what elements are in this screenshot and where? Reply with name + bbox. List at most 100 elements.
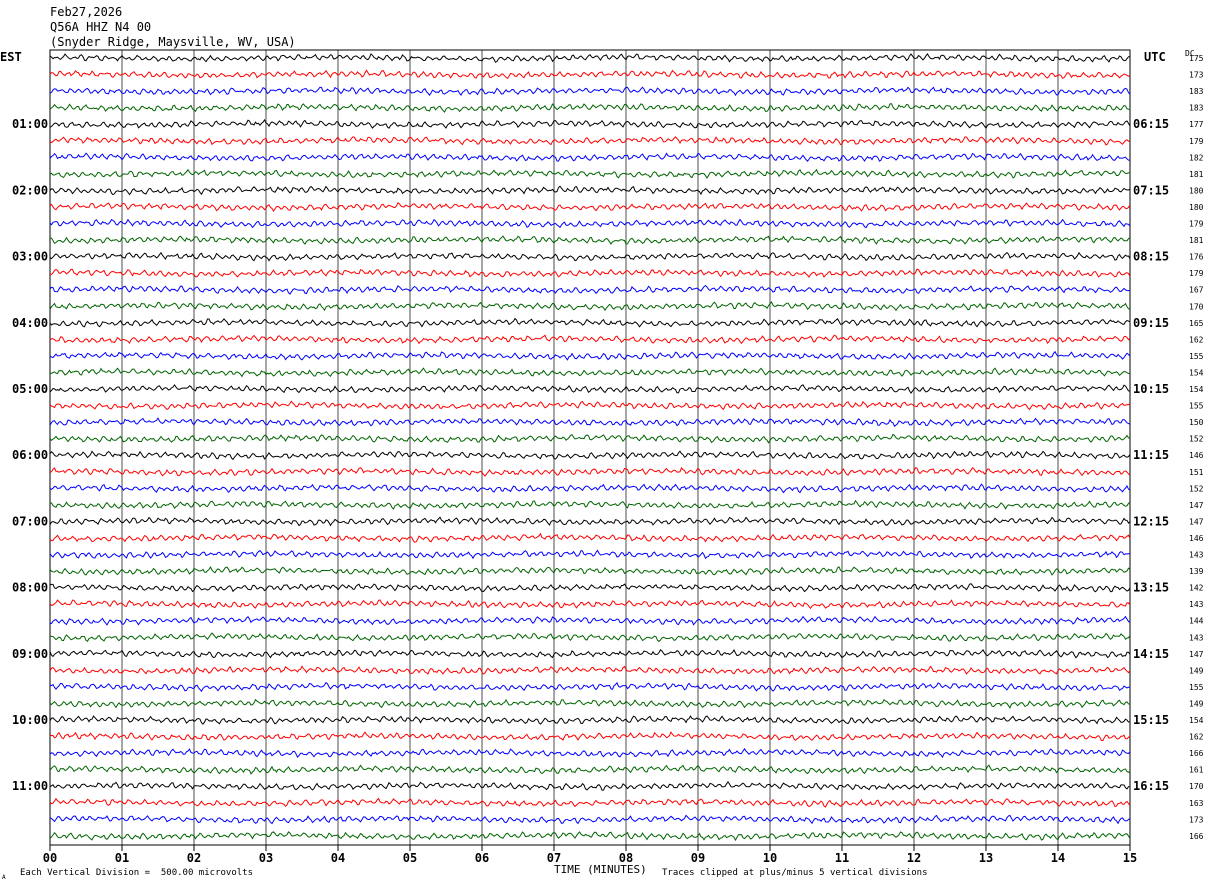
dc-offset-label: 180: [1189, 203, 1204, 212]
dc-offset-label: 149: [1189, 666, 1204, 675]
x-tick-label: 14: [1051, 851, 1065, 865]
seismic-trace: [49, 400, 1131, 411]
plot-frame: [49, 49, 1131, 846]
dc-offset-label: 182: [1189, 153, 1204, 162]
station-location: (Snyder Ridge, Maysville, WV, USA): [50, 35, 296, 49]
dc-offset-label: 154: [1189, 385, 1204, 394]
dc-offset-label: 166: [1189, 749, 1204, 758]
seismic-trace: [49, 698, 1131, 709]
seismic-trace: [49, 235, 1131, 245]
seismic-trace: [49, 615, 1131, 626]
x-tick-label: 13: [979, 851, 993, 865]
x-tick-label: 11: [835, 851, 849, 865]
seismic-trace: [49, 681, 1131, 693]
x-tick-label: 12: [907, 851, 921, 865]
est-hour-label: 01:00: [12, 117, 48, 131]
x-tick-label: 10: [763, 851, 777, 865]
seismic-trace: [49, 69, 1131, 80]
seismic-trace: [49, 781, 1131, 791]
dc-offset-label: 176: [1189, 253, 1204, 262]
seismic-trace: [49, 599, 1131, 610]
x-tick-label: 06: [475, 851, 489, 865]
dc-offset-label: 183: [1189, 104, 1204, 113]
seismic-trace: [49, 301, 1131, 312]
dc-offset-label: 147: [1189, 517, 1204, 526]
dc-offset-label: 147: [1189, 650, 1204, 659]
x-tick-label: 05: [403, 851, 417, 865]
seismic-trace: [49, 103, 1131, 113]
dc-offset-label: 163: [1189, 799, 1204, 808]
dc-offset-label: 166: [1189, 832, 1204, 841]
dc-offset-label: 146: [1189, 451, 1204, 460]
dc-offset-label: 151: [1189, 468, 1204, 477]
dc-offset-label: 150: [1189, 418, 1204, 427]
dc-offset-label: 179: [1189, 269, 1204, 278]
dc-offset-label: 170: [1189, 782, 1204, 791]
utc-hour-label: 12:15: [1133, 514, 1169, 528]
dc-offset-label: 147: [1189, 501, 1204, 510]
est-hour-label: 05:00: [12, 382, 48, 396]
dc-offset-label: 161: [1189, 766, 1204, 775]
dc-offset-label: 155: [1189, 402, 1204, 411]
utc-hour-label: 06:15: [1133, 117, 1169, 131]
seismic-trace: [49, 53, 1131, 63]
seismic-trace: [49, 715, 1131, 725]
utc-hour-label: 07:15: [1133, 183, 1169, 197]
utc-hour-label: 13:15: [1133, 581, 1169, 595]
dc-offset-label: 154: [1189, 368, 1204, 377]
seismic-trace: [49, 764, 1131, 775]
dc-offset-label: 179: [1189, 137, 1204, 146]
seismic-trace: [49, 136, 1131, 146]
dc-offset-label: 142: [1189, 584, 1204, 593]
seismic-trace: [49, 118, 1131, 130]
utc-axis-title: UTC: [1144, 50, 1166, 64]
seismic-trace: [49, 483, 1131, 494]
seismic-trace: [49, 417, 1131, 428]
corner-mark: A: [2, 874, 6, 881]
seismic-trace: [49, 433, 1131, 444]
est-axis-title: EST: [0, 50, 22, 64]
dc-offset-label: 165: [1189, 319, 1204, 328]
dc-offset-label: 180: [1189, 186, 1204, 195]
seismic-trace: [49, 632, 1131, 643]
utc-hour-label: 15:15: [1133, 713, 1169, 727]
seismic-trace: [49, 466, 1131, 477]
est-hour-label: 03:00: [12, 250, 48, 264]
dc-offset-label: 139: [1189, 567, 1204, 576]
seismic-trace: [49, 334, 1131, 345]
seismic-trace: [49, 797, 1131, 808]
seismic-trace: [49, 499, 1131, 510]
dc-offset-label: 143: [1189, 551, 1204, 560]
est-hour-label: 02:00: [12, 183, 48, 197]
seismic-trace: [49, 665, 1131, 675]
utc-hour-label: 08:15: [1133, 250, 1169, 264]
dc-offset-label: 143: [1189, 633, 1204, 642]
x-tick-label: 15: [1123, 851, 1137, 865]
seismic-trace: [49, 831, 1131, 842]
seismic-trace: [49, 747, 1131, 759]
seismic-trace: [49, 251, 1131, 262]
utc-hour-label: 11:15: [1133, 448, 1169, 462]
est-hour-label: 08:00: [12, 581, 48, 595]
seismic-trace: [49, 152, 1131, 162]
dc-offset-label: 162: [1189, 733, 1204, 742]
dc-offset-label: 152: [1189, 435, 1204, 444]
scale-note: Each Vertical Division = 500.00 microvol…: [20, 868, 253, 878]
x-tick-label: 01: [115, 851, 129, 865]
seismic-trace: [49, 450, 1131, 461]
seismic-trace: [49, 317, 1131, 328]
dc-offset-label: 181: [1189, 236, 1204, 245]
seismic-trace: [49, 549, 1131, 560]
est-hour-label: 11:00: [12, 779, 48, 793]
seismic-trace: [49, 350, 1131, 361]
dc-offset-label: 179: [1189, 220, 1204, 229]
dc-offset-label: 177: [1189, 120, 1204, 129]
plot-date: Feb27,2026: [50, 5, 123, 19]
dc-offset-label: 143: [1189, 600, 1204, 609]
est-hour-label: 07:00: [12, 514, 48, 528]
seismic-trace: [49, 731, 1131, 742]
utc-hour-label: 16:15: [1133, 779, 1169, 793]
dc-offset-label: 152: [1189, 484, 1204, 493]
seismic-trace: [49, 268, 1131, 279]
